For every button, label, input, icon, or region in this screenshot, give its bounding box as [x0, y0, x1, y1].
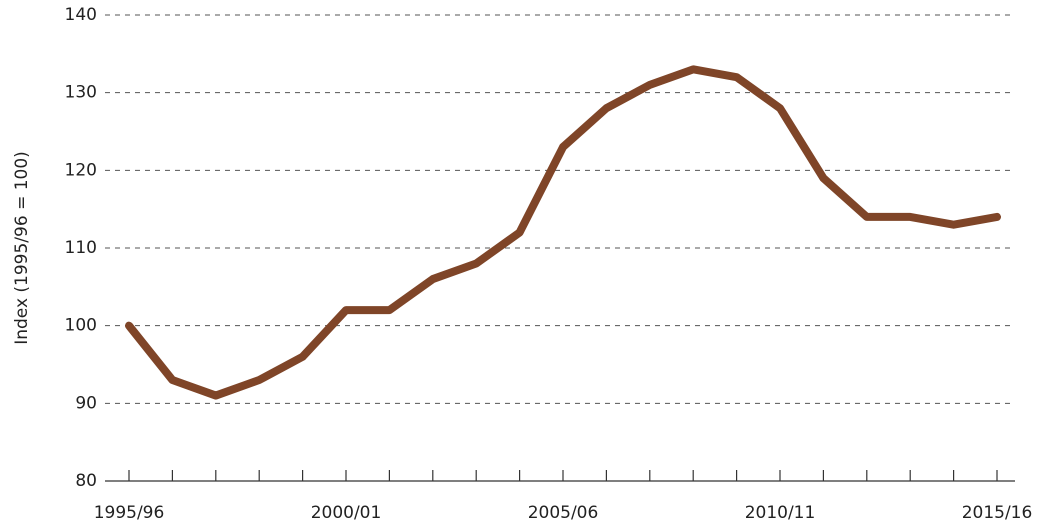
y-tick-label: 80	[75, 471, 97, 491]
y-tick-label: 130	[65, 83, 97, 103]
y-tick-label: 110	[65, 238, 97, 258]
x-tick-label: 2010/11	[745, 503, 816, 523]
y-axis-label: Index (1995/96 = 100)	[12, 151, 32, 345]
x-tick-label: 2015/16	[962, 503, 1033, 523]
y-tick-label: 90	[75, 393, 97, 413]
y-tick-label: 140	[65, 5, 97, 25]
line	[125, 65, 1001, 400]
y-tick-label: 100	[65, 316, 97, 336]
x-tick-label: 2005/06	[528, 503, 599, 523]
x-tick-label: 2000/01	[311, 503, 382, 523]
y-tick-label: 120	[65, 160, 97, 180]
x-tick-label: 1995/96	[94, 503, 165, 523]
